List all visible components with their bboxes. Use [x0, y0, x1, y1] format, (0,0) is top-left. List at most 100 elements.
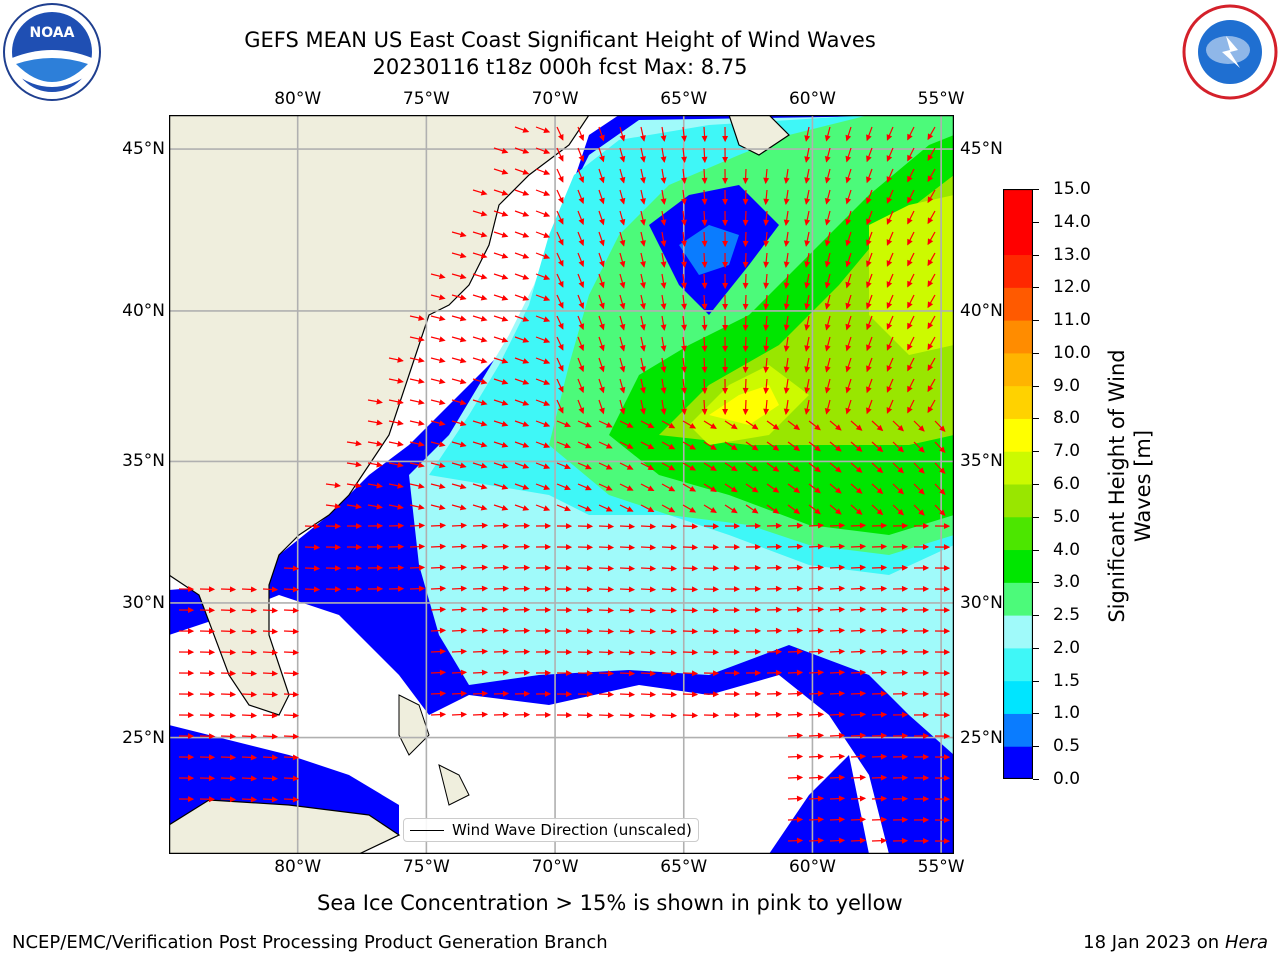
- direction-arrow-head: [460, 543, 468, 550]
- direction-arrow-head: [565, 544, 573, 551]
- direction-arrow-head: [522, 463, 530, 469]
- direction-arrow-head: [607, 523, 615, 530]
- direction-arrow-head: [783, 345, 790, 352]
- direction-arrow-head: [438, 378, 446, 385]
- colorbar-label-line1: Significant Height of Wind: [1105, 349, 1129, 623]
- nws-logo: [1180, 2, 1280, 102]
- direction-arrow-head: [501, 252, 509, 259]
- direction-arrow-head: [480, 189, 488, 196]
- direction-arrow-head: [543, 211, 551, 217]
- direction-arrow-head: [670, 649, 678, 656]
- direction-arrow-head: [480, 336, 488, 343]
- direction-arrow-head: [578, 386, 585, 394]
- direction-arrow-head: [866, 344, 872, 352]
- direction-arrow-head: [943, 691, 951, 698]
- direction-arrow-head: [418, 336, 425, 342]
- direction-arrow-head: [397, 398, 404, 405]
- direction-arrow-head: [607, 544, 615, 551]
- direction-arrow-head: [460, 669, 468, 676]
- direction-arrow-head: [522, 274, 530, 280]
- direction-arrow-head: [578, 344, 585, 352]
- direction-arrow-head: [501, 210, 509, 217]
- colorbar-swatch: [1003, 385, 1033, 419]
- direction-arrow-head: [733, 649, 741, 656]
- direction-arrow-head: [691, 628, 699, 635]
- direction-arrow-head: [619, 176, 626, 184]
- direction-arrow-head: [710, 507, 717, 513]
- direction-arrow-head: [796, 795, 804, 802]
- direction-arrow-head: [522, 484, 530, 490]
- direction-arrow-head: [459, 294, 467, 301]
- direction-arrow-head: [599, 344, 605, 352]
- direction-arrow-head: [334, 565, 342, 572]
- lat-tick-label: 25°N: [122, 727, 165, 748]
- direction-arrow-head: [918, 425, 925, 432]
- direction-arrow-head: [772, 486, 780, 493]
- noaa-logo-text: NOAA: [30, 25, 75, 41]
- direction-arrow-head: [927, 322, 934, 330]
- direction-arrow-head: [783, 282, 790, 289]
- direction-arrow-head: [660, 261, 667, 268]
- lon-tick-label: 80°W: [274, 89, 322, 109]
- map-legend: Wind Wave Direction (unscaled): [403, 818, 699, 842]
- direction-arrow-head: [647, 422, 655, 428]
- direction-arrow-head: [628, 628, 636, 635]
- direction-arrow-head: [763, 240, 770, 248]
- lon-tick-label: 60°W: [788, 89, 836, 109]
- direction-arrow-head: [939, 425, 946, 432]
- direction-arrow-head: [187, 607, 195, 614]
- direction-arrow-head: [640, 198, 646, 205]
- direction-arrow-head: [763, 303, 770, 311]
- direction-arrow-head: [824, 197, 831, 205]
- direction-arrow-head: [817, 795, 825, 802]
- direction-arrow-head: [668, 464, 676, 471]
- direction-arrow-head: [480, 252, 488, 259]
- direction-arrow-head: [459, 420, 467, 427]
- direction-arrow-head: [558, 301, 564, 309]
- direction-arrow-head: [334, 503, 342, 510]
- direction-arrow-head: [544, 627, 552, 634]
- direction-arrow-head: [772, 507, 780, 514]
- direction-arrow-head: [558, 343, 564, 351]
- direction-arrow-head: [838, 648, 846, 655]
- direction-arrow-head: [804, 135, 811, 142]
- direction-arrow-head: [866, 218, 872, 226]
- direction-arrow-head: [712, 712, 720, 719]
- direction-arrow-head: [691, 670, 699, 677]
- direction-arrow-head: [558, 364, 564, 372]
- direction-arrow-head: [880, 774, 888, 781]
- direction-arrow-head: [943, 523, 951, 530]
- direction-arrow-head: [640, 408, 646, 415]
- colorbar-tick-mark: [1033, 549, 1039, 551]
- colorbar-swatches: [1002, 188, 1034, 780]
- direction-arrow-head: [523, 669, 531, 676]
- lon-tick-label: 65°W: [660, 89, 708, 109]
- direction-arrow-head: [578, 197, 585, 205]
- direction-arrow-head: [897, 467, 904, 474]
- direction-arrow-head: [271, 670, 279, 677]
- direction-arrow-head: [855, 508, 863, 515]
- colorbar-tick-label: 14.0: [1053, 211, 1091, 232]
- direction-arrow-head: [943, 607, 951, 614]
- direction-arrow-head: [522, 232, 530, 238]
- direction-arrow-head: [208, 607, 216, 614]
- direction-arrow-head: [775, 564, 783, 571]
- direction-arrow-head: [271, 754, 279, 761]
- direction-arrow-head: [355, 586, 363, 593]
- colorbar-tick-label: 0.0: [1053, 769, 1081, 789]
- wave-height-map: [168, 114, 955, 855]
- direction-arrow-head: [208, 775, 216, 782]
- direction-arrow-head: [376, 482, 383, 489]
- direction-arrow-head: [292, 775, 300, 782]
- direction-arrow-head: [681, 387, 687, 395]
- direction-arrow-head: [229, 691, 237, 698]
- direction-arrow-head: [701, 219, 708, 227]
- credit-right: 18 Jan 2023 on Hera: [1083, 932, 1268, 953]
- direction-arrow-head: [793, 466, 801, 473]
- lon-tick-label: 75°W: [402, 89, 450, 109]
- direction-arrow-head: [880, 543, 888, 550]
- lon-tick-label: 75°W: [402, 857, 450, 877]
- direction-arrow-head: [660, 135, 667, 142]
- direction-arrow-head: [628, 607, 636, 614]
- direction-arrow-head: [187, 796, 195, 803]
